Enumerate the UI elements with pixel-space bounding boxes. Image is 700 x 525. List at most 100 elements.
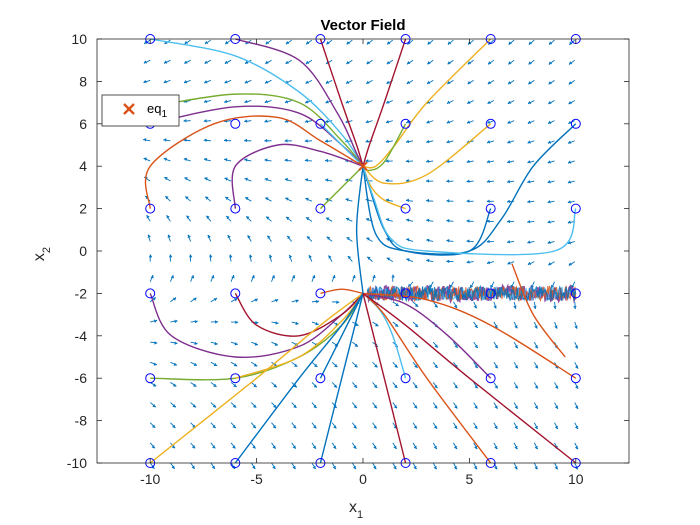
- field-arrow-head: [426, 139, 430, 144]
- field-arrow-shaft: [493, 462, 498, 470]
- field-arrow-shaft: [210, 341, 218, 345]
- trajectory: [362, 292, 492, 464]
- field-arrow-head: [567, 200, 571, 204]
- legend-entry-sub: 1: [161, 109, 167, 120]
- field-arrow-shaft: [284, 159, 292, 162]
- initial-point: [570, 288, 581, 299]
- field-arrow-shaft: [473, 382, 479, 389]
- field-arrow-head: [213, 363, 218, 367]
- field-arrow-head: [446, 179, 450, 183]
- field-arrow-head: [212, 404, 217, 408]
- field-arrow-head: [507, 160, 511, 164]
- field-arrow-head: [433, 425, 438, 429]
- field-arrow-shaft: [284, 178, 292, 182]
- field-arrow-shaft: [224, 159, 232, 162]
- field-arrow-shaft: [453, 382, 458, 389]
- field-arrow-shaft: [149, 442, 156, 449]
- field-arrow-shaft: [210, 321, 218, 323]
- legend-entry-eq1: eq1: [147, 101, 167, 120]
- field-arrow-shaft: [467, 79, 474, 85]
- field-arrow-shaft: [170, 320, 178, 323]
- field-arrow-head: [346, 60, 350, 65]
- field-arrow-shaft: [166, 215, 171, 222]
- field-arrow-shaft: [453, 321, 459, 328]
- field-arrow-shaft: [285, 216, 292, 222]
- field-arrow-head: [244, 60, 249, 64]
- field-arrow-shaft: [487, 59, 495, 65]
- field-arrow-shaft: [326, 39, 333, 45]
- field-arrow-head: [194, 341, 198, 346]
- field-arrow-shaft: [513, 382, 519, 389]
- field-arrow-head: [554, 466, 558, 470]
- y-axis-label-sub: 2: [41, 247, 53, 253]
- field-arrow-shaft: [426, 100, 434, 104]
- field-arrow-head: [453, 304, 458, 309]
- field-arrow-shaft: [554, 301, 556, 309]
- field-arrow-head: [231, 275, 235, 279]
- field-arrow-head: [308, 254, 312, 259]
- field-arrow-head: [254, 342, 258, 346]
- field-arrow-shaft: [507, 160, 515, 164]
- field-arrow-head: [466, 179, 470, 183]
- field-arrow-head: [574, 345, 579, 349]
- field-arrow-head: [183, 80, 188, 84]
- field-arrow-head: [171, 445, 176, 449]
- field-arrow-shaft: [230, 361, 238, 367]
- field-arrow-head: [427, 61, 431, 65]
- field-arrow-head: [547, 240, 551, 245]
- field-arrow-head: [433, 445, 438, 450]
- field-arrow-shaft: [247, 235, 252, 242]
- field-arrow-shaft: [392, 301, 399, 306]
- field-arrow-shaft: [446, 220, 454, 222]
- field-arrow-shaft: [488, 39, 495, 45]
- field-arrow-head: [567, 240, 572, 245]
- field-arrow-head: [446, 100, 451, 104]
- field-arrow-head: [232, 404, 237, 408]
- field-arrow-head: [231, 465, 236, 470]
- field-arrow-shaft: [285, 39, 292, 45]
- field-arrow-head: [494, 466, 498, 470]
- field-arrow-shaft: [331, 361, 338, 368]
- field-arrow-shaft: [406, 219, 414, 222]
- field-arrow-shaft: [493, 341, 499, 349]
- field-arrow-head: [353, 405, 357, 409]
- field-arrow-head: [487, 100, 491, 105]
- field-arrow-shaft: [567, 160, 575, 164]
- field-arrow-head: [473, 466, 478, 470]
- field-arrow-shaft: [184, 177, 191, 182]
- field-arrow-shaft: [507, 79, 515, 85]
- field-arrow-shaft: [453, 442, 458, 450]
- field-arrow-shaft: [574, 321, 578, 329]
- field-arrow-shaft: [574, 442, 579, 450]
- field-arrow-shaft: [265, 39, 272, 45]
- field-arrow-head: [355, 322, 359, 326]
- field-arrow-shaft: [251, 298, 258, 303]
- field-arrow-head: [474, 344, 479, 349]
- field-arrow-shaft: [547, 160, 555, 164]
- field-arrow-head: [528, 81, 532, 85]
- x-ticks: -10 -5 0 5 10: [140, 39, 584, 487]
- field-arrow-shaft: [568, 79, 575, 85]
- field-arrow-head: [365, 159, 369, 163]
- field-arrow-shaft: [554, 402, 559, 409]
- field-arrow-shaft: [473, 422, 478, 429]
- field-arrow-head: [514, 405, 518, 409]
- field-arrow-head: [252, 404, 257, 408]
- field-arrow-shaft: [325, 217, 333, 222]
- field-arrow-shaft: [527, 261, 535, 266]
- field-arrow-shaft: [567, 241, 575, 245]
- field-arrow-shaft: [528, 79, 535, 85]
- field-arrow-head: [454, 324, 458, 328]
- field-arrow-shaft: [386, 59, 394, 65]
- field-arrow-shaft: [311, 422, 317, 429]
- field-arrow-head: [373, 384, 378, 389]
- trajectory: [362, 165, 577, 256]
- field-arrow-shaft: [432, 442, 438, 450]
- field-arrow-head: [514, 445, 518, 450]
- field-arrow-shaft: [548, 59, 555, 65]
- field-arrow-shaft: [470, 281, 475, 289]
- field-arrow-head: [508, 41, 512, 45]
- field-arrow-head: [574, 446, 579, 450]
- field-arrow-shaft: [347, 255, 353, 262]
- trajectory: [319, 293, 364, 379]
